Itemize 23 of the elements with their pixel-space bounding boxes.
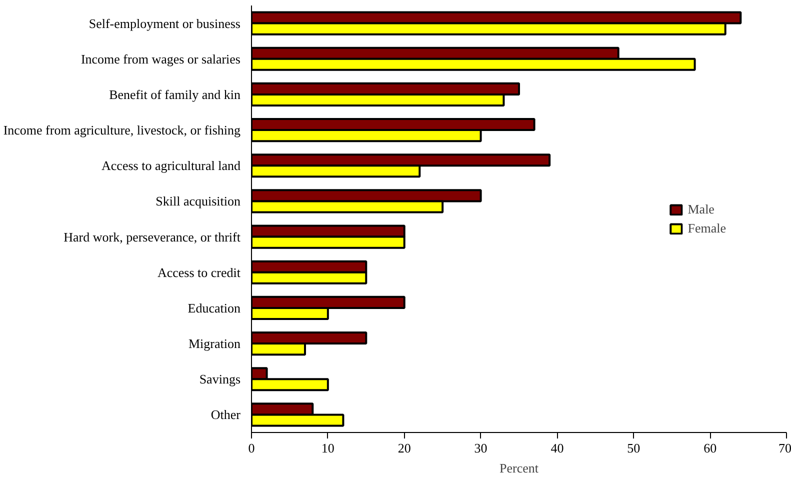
x-tick-label: 30 xyxy=(474,440,488,456)
y-tick-label: Access to agricultural land xyxy=(102,158,241,174)
x-tick-label: 70 xyxy=(778,440,791,456)
y-tick-label: Other xyxy=(210,407,242,422)
y-tick-label: Self-employment or business xyxy=(88,16,241,31)
y-tick-label: Income from wages or salaries xyxy=(80,51,241,66)
x-tick-label: 40 xyxy=(550,440,564,456)
x-axis-title: Percent xyxy=(500,460,539,476)
y-tick-label: Education xyxy=(188,300,241,316)
x-tick-label: 20 xyxy=(398,440,411,456)
x-tick-label: 0 xyxy=(248,440,255,456)
y-tick-label: Migration xyxy=(188,336,241,352)
legend-label: Male xyxy=(688,201,714,217)
x-tick-label: 60 xyxy=(704,440,717,456)
x-tick-label: 10 xyxy=(321,440,334,456)
x-tick-label: 50 xyxy=(627,440,640,456)
y-tick-label: Skill acquisition xyxy=(156,194,241,209)
y-tick-label: Savings xyxy=(199,372,240,387)
y-tick-label: Access to credit xyxy=(157,264,241,280)
y-tick-label: Income from agriculture, livestock, or fishing xyxy=(3,122,241,138)
legend-label: Female xyxy=(688,220,726,236)
y-tick-label: Benefit of family and kin xyxy=(109,86,241,102)
y-tick-label: Hard work, perseverance, or thrift xyxy=(64,229,241,244)
